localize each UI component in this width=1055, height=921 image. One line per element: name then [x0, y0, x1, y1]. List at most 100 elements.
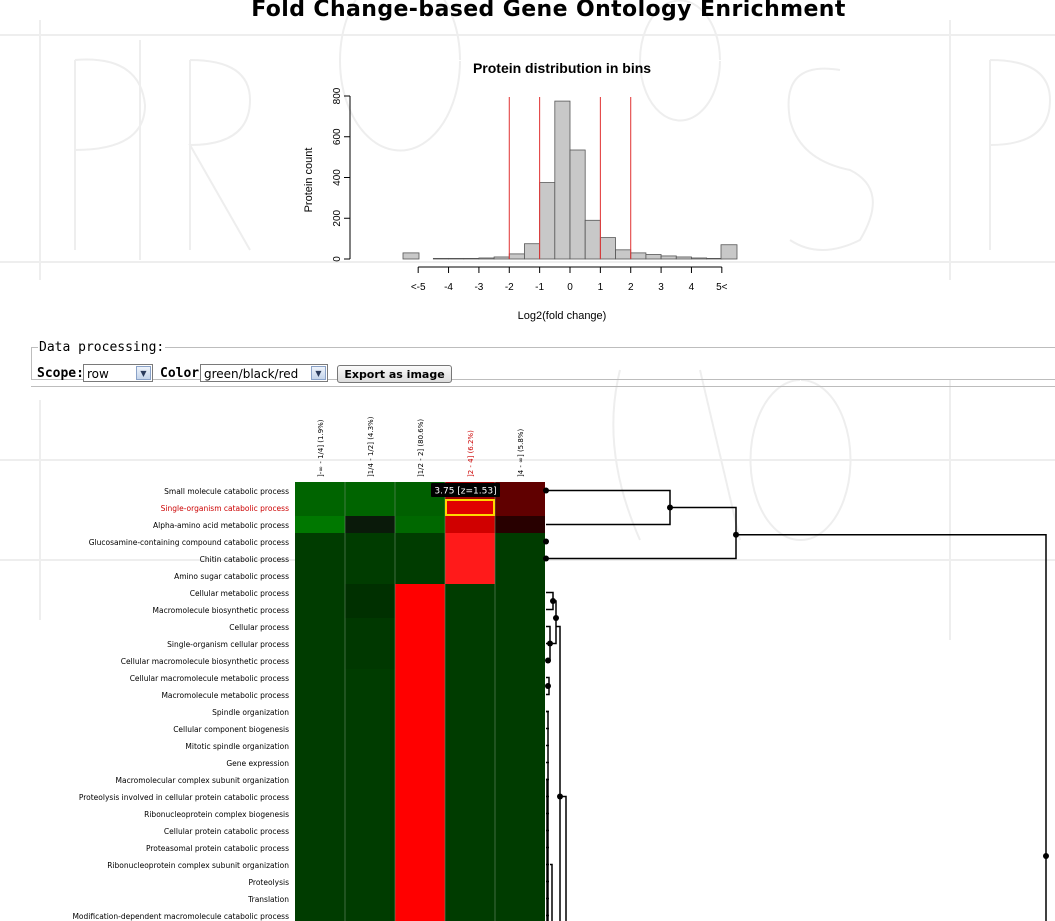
row-label[interactable]: Chitin catabolic process — [200, 555, 289, 564]
heatmap-cell[interactable] — [345, 737, 395, 754]
row-label[interactable]: Modification-dependent macromolecule cat… — [72, 912, 289, 921]
heatmap-cell[interactable] — [395, 771, 445, 788]
heatmap-cell[interactable] — [495, 754, 545, 771]
heatmap-cell[interactable] — [295, 550, 345, 567]
column-label[interactable]: ]1/2 - 2] (80.6%) — [417, 419, 425, 477]
heatmap-cell[interactable] — [445, 499, 495, 516]
heatmap-cell[interactable] — [295, 788, 345, 805]
row-label[interactable]: Cellular protein catabolic process — [164, 827, 289, 836]
heatmap-cell[interactable] — [345, 720, 395, 737]
heatmap-cell[interactable] — [295, 533, 345, 550]
row-label[interactable]: Alpha-amino acid metabolic process — [153, 521, 289, 530]
heatmap-cell[interactable] — [395, 890, 445, 907]
heatmap-cell[interactable] — [395, 550, 445, 567]
heatmap-cell[interactable] — [395, 635, 445, 652]
heatmap-cell[interactable] — [495, 499, 545, 516]
heatmap-cell[interactable] — [495, 635, 545, 652]
dendrogram-node[interactable] — [733, 531, 739, 538]
row-label[interactable]: Glucosamine-containing compound cataboli… — [89, 538, 289, 547]
heatmap-cell[interactable] — [445, 822, 495, 839]
row-label[interactable]: Proteolysis — [249, 878, 290, 887]
heatmap-cell[interactable] — [495, 686, 545, 703]
heatmap-cell[interactable] — [445, 652, 495, 669]
heatmap-cell[interactable] — [295, 686, 345, 703]
heatmap-cell[interactable] — [345, 516, 395, 533]
heatmap-cell[interactable] — [445, 890, 495, 907]
heatmap-cell[interactable] — [295, 907, 345, 921]
heatmap-cell[interactable] — [345, 635, 395, 652]
heatmap-cell[interactable] — [445, 788, 495, 805]
row-label[interactable]: Cellular macromolecule metabolic process — [130, 674, 289, 683]
chevron-down-icon[interactable]: ▼ — [136, 366, 151, 380]
heatmap-cell[interactable] — [395, 584, 445, 601]
heatmap-cell[interactable] — [495, 771, 545, 788]
heatmap-cell[interactable] — [495, 584, 545, 601]
row-label[interactable]: Amino sugar catabolic process — [174, 572, 289, 581]
heatmap-cell[interactable] — [395, 720, 445, 737]
heatmap-cell[interactable] — [495, 652, 545, 669]
heatmap-cell[interactable] — [295, 856, 345, 873]
row-label[interactable]: Macromolecule metabolic process — [161, 691, 289, 700]
row-label[interactable]: Cellular process — [229, 623, 289, 632]
heatmap-cell[interactable] — [345, 805, 395, 822]
heatmap-cell[interactable] — [345, 482, 395, 499]
heatmap-cell[interactable] — [345, 839, 395, 856]
heatmap-cell[interactable] — [345, 771, 395, 788]
dendrogram-node[interactable] — [545, 657, 551, 664]
dendrogram-node[interactable] — [547, 640, 553, 647]
heatmap-cell[interactable] — [295, 618, 345, 635]
dendrogram-node[interactable] — [543, 555, 549, 562]
heatmap-cell[interactable] — [445, 601, 495, 618]
heatmap-cell[interactable] — [295, 482, 345, 499]
heatmap-cell[interactable] — [445, 533, 495, 550]
column-label[interactable]: ]-∞ - 1/4] (1.9%) — [317, 419, 325, 477]
heatmap-cell[interactable] — [395, 822, 445, 839]
heatmap-cell[interactable] — [495, 788, 545, 805]
heatmap-cell[interactable] — [345, 703, 395, 720]
dendrogram-node[interactable] — [557, 793, 563, 800]
row-label[interactable]: Spindle organization — [212, 708, 289, 717]
row-label[interactable]: Ribonucleoprotein complex biogenesis — [144, 810, 289, 819]
row-label[interactable]: Gene expression — [226, 759, 289, 768]
heatmap-cell[interactable] — [295, 839, 345, 856]
heatmap-cell[interactable] — [495, 890, 545, 907]
heatmap-cell[interactable] — [495, 601, 545, 618]
heatmap-cell[interactable] — [495, 567, 545, 584]
heatmap-cell[interactable] — [495, 839, 545, 856]
dendrogram-node[interactable] — [550, 598, 556, 604]
dendrogram-node[interactable] — [1043, 853, 1049, 859]
chevron-down-icon[interactable]: ▼ — [311, 366, 326, 380]
heatmap-cell[interactable] — [395, 499, 445, 516]
heatmap-cell[interactable] — [345, 788, 395, 805]
heatmap-cell[interactable] — [345, 907, 395, 921]
heatmap-cell[interactable] — [495, 533, 545, 550]
heatmap-cell[interactable] — [295, 584, 345, 601]
heatmap-cell[interactable] — [445, 856, 495, 873]
heatmap-cell[interactable] — [295, 805, 345, 822]
heatmap-cell[interactable] — [495, 822, 545, 839]
heatmap-cell[interactable] — [445, 873, 495, 890]
heatmap-cell[interactable] — [445, 584, 495, 601]
heatmap-cell[interactable] — [445, 686, 495, 703]
heatmap-cell[interactable] — [295, 669, 345, 686]
heatmap-cell[interactable] — [345, 686, 395, 703]
heatmap-cell[interactable] — [295, 822, 345, 839]
heatmap-cell[interactable] — [395, 601, 445, 618]
heatmap-cell[interactable] — [295, 601, 345, 618]
heatmap-cell[interactable] — [495, 856, 545, 873]
heatmap-cell[interactable] — [345, 669, 395, 686]
heatmap-cell[interactable] — [495, 720, 545, 737]
heatmap-cell[interactable] — [445, 737, 495, 754]
heatmap-cell[interactable] — [395, 533, 445, 550]
row-label[interactable]: Cellular macromolecule biosynthetic proc… — [121, 657, 289, 666]
row-label[interactable]: Cellular metabolic process — [190, 589, 289, 598]
heatmap-cell[interactable] — [395, 703, 445, 720]
heatmap-cell[interactable] — [445, 703, 495, 720]
selected-cell[interactable] — [445, 499, 495, 516]
heatmap-cell[interactable] — [395, 856, 445, 873]
heatmap-cell[interactable] — [395, 873, 445, 890]
heatmap-cell[interactable] — [445, 618, 495, 635]
heatmap-cell[interactable] — [345, 652, 395, 669]
color-select[interactable]: green/black/red ▼ — [200, 364, 328, 382]
heatmap-cell[interactable] — [345, 601, 395, 618]
